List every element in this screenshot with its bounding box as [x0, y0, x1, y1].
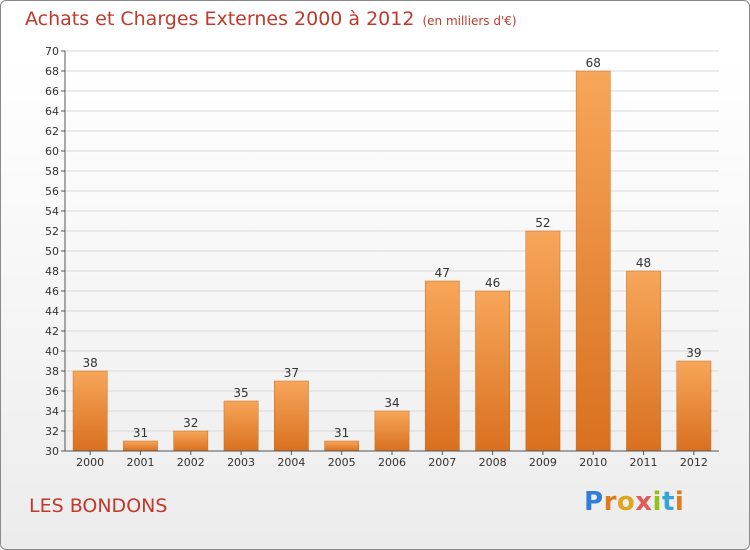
- y-tick-label: 52: [45, 225, 59, 238]
- bar-2001: [123, 440, 158, 452]
- value-label-2011: 48: [636, 256, 651, 270]
- value-label-2002: 32: [183, 416, 198, 430]
- bar-2010: [575, 70, 611, 452]
- y-tick-label: 66: [45, 85, 59, 98]
- x-tick-label-2007: 2007: [428, 456, 456, 469]
- y-tick-label: 44: [45, 305, 59, 318]
- y-tick-label: 42: [45, 325, 59, 338]
- bar-2007: [424, 280, 460, 452]
- x-tick-label-2000: 2000: [76, 456, 104, 469]
- x-tick-label-2003: 2003: [227, 456, 255, 469]
- value-label-2012: 39: [686, 346, 701, 360]
- y-tick-label: 68: [45, 65, 59, 78]
- y-tick-label: 64: [45, 105, 59, 118]
- x-tick-label-2009: 2009: [529, 456, 557, 469]
- y-tick-label: 50: [45, 245, 59, 258]
- bar-2003: [223, 400, 259, 452]
- y-tick-label: 54: [45, 205, 59, 218]
- value-label-2005: 31: [334, 426, 349, 440]
- y-tick-label: 60: [45, 145, 59, 158]
- x-tick-label-2004: 2004: [277, 456, 305, 469]
- bar-2008: [475, 290, 510, 452]
- x-tick-label-2012: 2012: [680, 456, 708, 469]
- bar-2006: [374, 410, 410, 452]
- proxiti-logo[interactable]: Proxiti: [584, 487, 685, 517]
- bar-2011: [626, 270, 661, 452]
- value-label-2004: 37: [284, 366, 299, 380]
- value-label-2007: 47: [435, 266, 450, 280]
- y-tick-label: 40: [45, 345, 59, 358]
- value-label-2006: 34: [384, 396, 399, 410]
- value-label-2001: 31: [133, 426, 148, 440]
- x-tick-label-2006: 2006: [378, 456, 406, 469]
- x-tick-label-2011: 2011: [630, 456, 658, 469]
- y-tick-label: 46: [45, 285, 59, 298]
- axis-layer: 30 32 34 36 38 40 42 44 46 48 50 52 54 56 58 60 62 64 66 68…: [45, 45, 719, 469]
- y-tick-label: 38: [45, 365, 59, 378]
- x-tick-label-2001: 2001: [126, 456, 154, 469]
- y-tick-label: 48: [45, 265, 59, 278]
- bar-2012: [676, 360, 712, 452]
- x-tick-label-2010: 2010: [579, 456, 607, 469]
- y-tick-label: 70: [45, 45, 59, 58]
- y-tick-label: 58: [45, 165, 59, 178]
- value-label-2009: 52: [535, 216, 550, 230]
- value-label-2000: 38: [83, 356, 98, 370]
- bar-2000: [72, 370, 108, 452]
- value-label-2003: 35: [233, 386, 248, 400]
- value-label-2010: 68: [586, 56, 601, 70]
- y-tick-label: 32: [45, 425, 59, 438]
- value-label-2008: 46: [485, 276, 500, 290]
- chart-title: Achats et Charges Externes 2000 à 2012: [25, 8, 415, 30]
- bar-2002: [173, 430, 209, 452]
- y-tick-label: 56: [45, 185, 59, 198]
- chart-title-row: Achats et Charges Externes 2000 à 2012 (e…: [25, 8, 517, 30]
- bar-layer: [72, 70, 712, 452]
- commune-name: LES BONDONS: [29, 495, 168, 517]
- bar-2009: [525, 230, 561, 452]
- y-tick-label: 34: [45, 405, 59, 418]
- bar-2005: [324, 440, 360, 452]
- y-tick-label: 62: [45, 125, 59, 138]
- y-tick-label: 36: [45, 385, 59, 398]
- x-tick-label-2008: 2008: [479, 456, 507, 469]
- label-layer: 38 31 32 35 37 31 34 47 46 52 68 48 39: [83, 56, 702, 440]
- chart-unit: (en milliers d'€): [422, 14, 517, 28]
- bar-2004: [274, 380, 309, 452]
- x-tick-label-2005: 2005: [328, 456, 356, 469]
- y-tick-label: 30: [45, 445, 59, 458]
- x-tick-label-2002: 2002: [177, 456, 205, 469]
- grid-layer: [65, 50, 719, 452]
